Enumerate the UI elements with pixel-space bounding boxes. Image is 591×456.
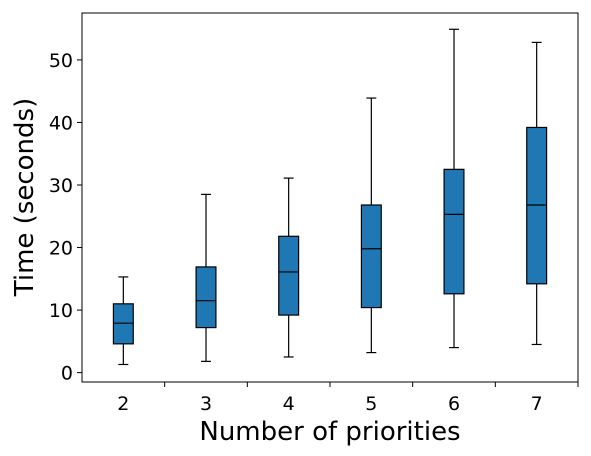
y-axis-title: Time (seconds) [10, 98, 40, 297]
x-tick-label: 3 [200, 393, 212, 415]
y-tick-label: 50 [49, 50, 73, 72]
y-tick-label: 10 [49, 300, 73, 322]
y-tick-label: 30 [49, 175, 73, 197]
box-body [195, 266, 217, 329]
x-axis-title: Number of priorities [199, 417, 460, 447]
box-series [112, 28, 548, 366]
box-body [112, 303, 134, 345]
plot-background [82, 13, 578, 382]
box-2 [112, 276, 134, 366]
box-7 [526, 41, 548, 346]
box-body [278, 235, 300, 316]
x-tick-label: 2 [117, 393, 129, 415]
x-tick-label: 5 [365, 393, 377, 415]
y-tick-label: 20 [49, 238, 73, 260]
x-tick-label: 7 [531, 393, 543, 415]
plot-frame [81, 12, 579, 383]
box-5 [360, 97, 382, 354]
box-4 [278, 177, 300, 358]
x-tick-label: 6 [448, 393, 460, 415]
x-axis-ticks: 2 3 4 5 6 7 [117, 382, 579, 415]
box-body [360, 204, 382, 309]
box-body [526, 126, 548, 285]
y-tick-label: 0 [61, 363, 73, 385]
box-body [443, 168, 465, 295]
x-tick-label: 4 [283, 393, 295, 415]
box-6 [443, 28, 465, 349]
y-tick-label: 40 [49, 112, 73, 134]
y-axis-ticks: 0 10 20 30 40 50 [49, 50, 82, 385]
box-3 [195, 193, 217, 362]
